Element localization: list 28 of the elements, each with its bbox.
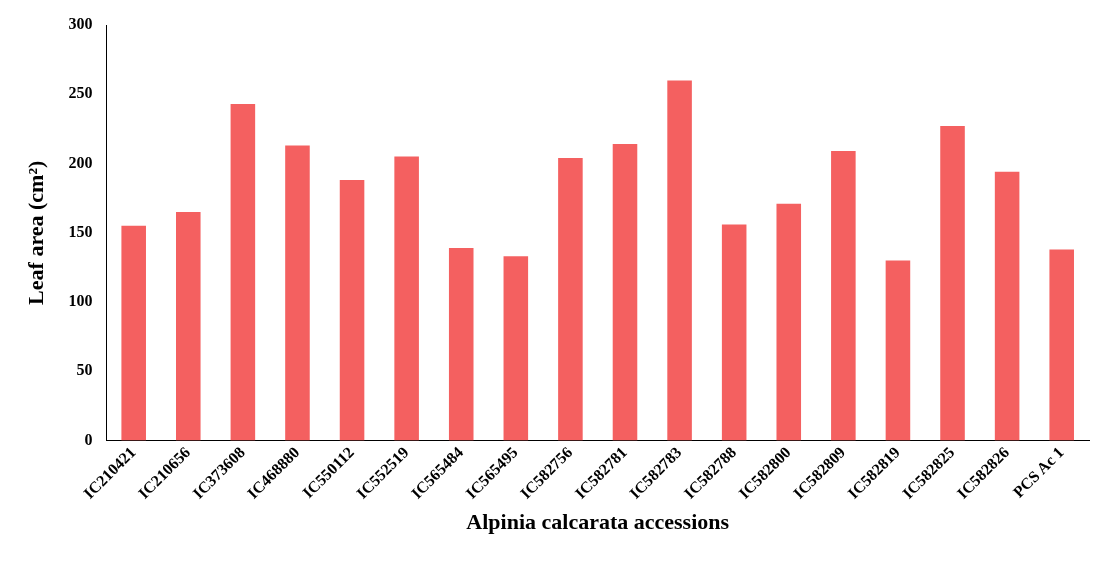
y-tick-label: 300 [68, 15, 93, 33]
bar [394, 156, 419, 441]
y-tick-label: 50 [76, 361, 93, 379]
bar [776, 203, 802, 441]
bar [612, 144, 638, 441]
bar [940, 126, 965, 441]
y-tick-label: 100 [68, 292, 93, 310]
x-tick-label: PCS Ac 1 [1009, 443, 1067, 501]
bar [831, 151, 856, 441]
bar [1049, 249, 1074, 441]
y-tick-label: 250 [68, 84, 93, 102]
bar [721, 224, 747, 441]
bar [667, 80, 692, 441]
y-tick-label: 200 [68, 153, 93, 171]
x-axis-title: Alpinia calcarata accessions [466, 509, 730, 535]
bar [121, 225, 146, 441]
bar [558, 157, 583, 441]
bar [885, 260, 911, 441]
bar [230, 103, 256, 441]
bar [339, 180, 365, 441]
bar [176, 211, 201, 441]
bar [503, 256, 529, 441]
y-tick-label: 150 [68, 222, 93, 240]
bar [285, 145, 310, 441]
bar [994, 171, 1020, 441]
bar [448, 247, 474, 441]
y-tick-label: 0 [84, 430, 93, 448]
y-axis-title: Leaf area (cm²) [22, 160, 48, 305]
